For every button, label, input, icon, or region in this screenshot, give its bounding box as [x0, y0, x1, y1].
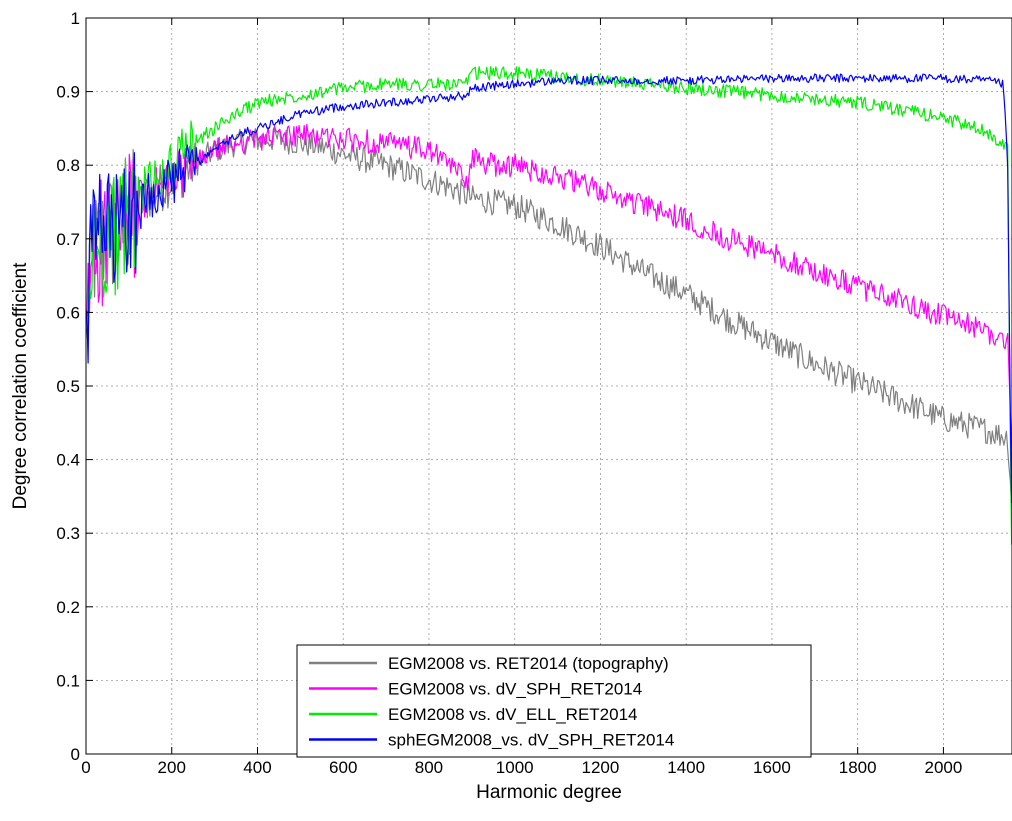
legend-entry: EGM2008 vs. RET2014 (topography) — [388, 654, 669, 673]
x-tick-label: 2000 — [924, 758, 962, 777]
x-axis-label: Harmonic degree — [476, 782, 622, 803]
legend-entry: EGM2008 vs. dV_SPH_RET2014 — [388, 680, 642, 699]
series-lines — [86, 66, 1012, 545]
y-tick-label: 1 — [71, 9, 80, 28]
x-tick-label: 200 — [158, 758, 186, 777]
y-axis-label: Degree correlation coefficient — [10, 262, 31, 510]
legend-box — [296, 644, 812, 758]
series-line-3 — [86, 66, 1012, 545]
y-tick-label: 0.6 — [56, 303, 80, 322]
y-tick-label: 0.8 — [56, 156, 80, 175]
series-line-2 — [86, 123, 1012, 448]
y-tick-label: 0.5 — [56, 377, 80, 396]
x-tick-label: 1400 — [667, 758, 705, 777]
legend-entry: sphEGM2008_vs. dV_SPH_RET2014 — [388, 731, 674, 750]
legend: EGM2008 vs. RET2014 (topography) EGM2008 … — [296, 644, 812, 758]
x-tick-label: 800 — [415, 758, 443, 777]
y-tick-label: 0.3 — [56, 524, 80, 543]
x-tick-label: 0 — [81, 758, 90, 777]
y-tick-label: 0.1 — [56, 671, 80, 690]
y-tick-label: 0.4 — [56, 451, 80, 470]
x-tick-label: 1000 — [496, 758, 534, 777]
x-tick-label: 1200 — [582, 758, 620, 777]
x-tick-label: 400 — [243, 758, 271, 777]
legend-entry: EGM2008 vs. dV_ELL_RET2014 — [388, 705, 637, 724]
x-tick-label: 1800 — [839, 758, 877, 777]
series-line-4 — [86, 73, 1012, 504]
x-tick-label: 600 — [329, 758, 357, 777]
y-tick-label: 0.7 — [56, 230, 80, 249]
tick-labels: 0 200 400 600 800 1000 1200 1400 1600 1800 2000 0 0.… — [56, 9, 962, 777]
x-tick-label: 1600 — [753, 758, 791, 777]
grid-lines — [86, 18, 1012, 754]
y-tick-label: 0 — [71, 745, 80, 764]
y-tick-label: 0.9 — [56, 83, 80, 102]
y-tick-label: 0.2 — [56, 598, 80, 617]
plot-background — [86, 18, 1012, 754]
